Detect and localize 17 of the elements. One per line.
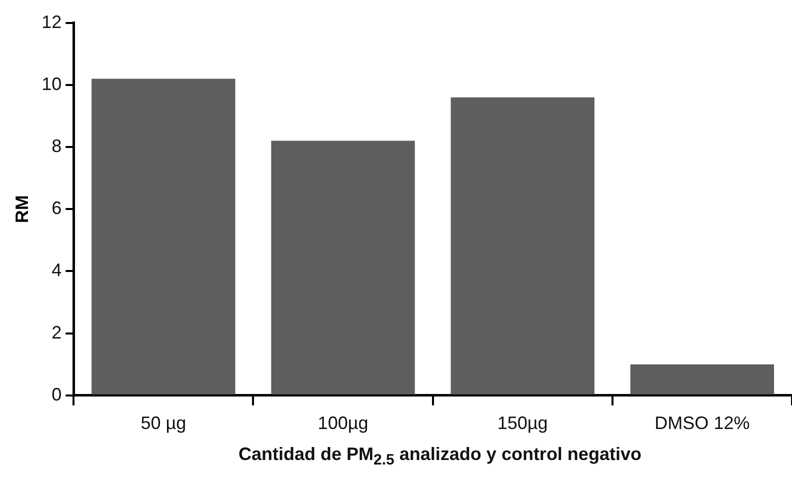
x-axis-title: Cantidad de PM$_{2.5}$ analizado y control negativo	[238, 444, 642, 469]
y-tick-label: 0	[52, 384, 62, 404]
y-tick-label: 6	[52, 198, 62, 218]
x-tick-label: 50 µg	[140, 413, 186, 434]
y-tick-label: 4	[52, 260, 62, 280]
bar	[92, 78, 236, 394]
bar	[450, 97, 594, 394]
x-tick-label: 150µg	[497, 413, 548, 434]
bar	[630, 364, 774, 394]
x-tick-label: 100µg	[318, 413, 368, 434]
x-tick-label: DMSO 12%	[654, 413, 750, 434]
y-axis-title: RM	[12, 195, 32, 224]
y-tick-label: 12	[42, 12, 62, 32]
y-tick-label: 10	[42, 74, 62, 94]
y-tick-label: 8	[52, 136, 62, 156]
y-tick-label: 2	[52, 322, 62, 342]
bar	[271, 140, 415, 394]
